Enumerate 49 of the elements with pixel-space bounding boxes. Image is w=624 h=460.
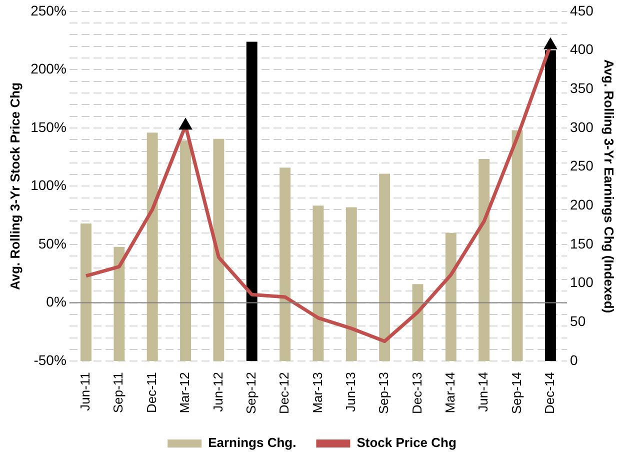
- x-tick-label: Sep-14: [508, 372, 524, 414]
- y2-tick-label: 0: [570, 352, 578, 368]
- x-tick-label: Jun-11: [78, 372, 93, 411]
- y2-tick-label: 100: [570, 274, 594, 290]
- y2-tick-label: 200: [570, 196, 594, 213]
- bar: [80, 224, 92, 362]
- y-tick-label: 100%: [30, 177, 66, 194]
- bar: [114, 246, 125, 362]
- x-tick-label: Mar-12: [177, 372, 192, 414]
- y-tick-label: 0%: [46, 294, 66, 310]
- x-tick-label: Mar-13: [310, 372, 325, 414]
- bar: [213, 138, 224, 362]
- y-tick-label: 50%: [38, 235, 66, 252]
- x-tick-label: Sep-12: [243, 372, 258, 414]
- bar: [512, 130, 523, 362]
- y2-tick-label: 350: [570, 80, 594, 96]
- y-tick-label: 250%: [30, 2, 66, 18]
- y2-tick-label: 450: [570, 2, 594, 18]
- bar: [346, 207, 357, 362]
- y-tick-label: 150%: [30, 118, 66, 135]
- legend-label: Earnings Chg.: [208, 435, 296, 450]
- bar: [312, 206, 324, 362]
- y2-tick-label: 400: [570, 41, 594, 58]
- x-tick-label: Dec-13: [409, 372, 424, 414]
- x-tick-label: Jun-12: [210, 372, 226, 412]
- bar: [445, 232, 456, 362]
- x-tick-label: Jun-13: [342, 372, 358, 412]
- y2-tick-label: 250: [570, 158, 594, 174]
- bar: [379, 174, 390, 362]
- y-axis-title: Avg. Rolling 3-Yr Stock Price Chg: [7, 82, 22, 290]
- x-tick-label: Sep-11: [110, 372, 126, 414]
- x-tick-label: Dec-14: [542, 372, 558, 414]
- bar: [478, 159, 490, 362]
- x-tick-label: Dec-11: [144, 372, 159, 414]
- y2-axis-title: Avg. Rolling 3-Yr Earnings Chg (Indexed): [602, 59, 617, 314]
- x-tick-label: Jun-14: [476, 372, 491, 412]
- bar: [180, 140, 191, 362]
- y2-tick-label: 300: [570, 118, 594, 135]
- y-tick-label: -50%: [34, 352, 66, 368]
- x-tick-label: Dec-12: [276, 372, 292, 414]
- bar: [146, 132, 158, 362]
- x-tick-label: Sep-13: [376, 372, 392, 414]
- bar: [280, 168, 291, 362]
- legend-label: Stock Price Chg: [356, 435, 456, 450]
- y-tick-label: 200%: [30, 60, 66, 77]
- y2-tick-label: 150: [570, 235, 594, 252]
- y2-tick-label: 50: [570, 313, 586, 330]
- x-tick-label: Mar-14: [442, 372, 458, 414]
- bar: [246, 42, 258, 362]
